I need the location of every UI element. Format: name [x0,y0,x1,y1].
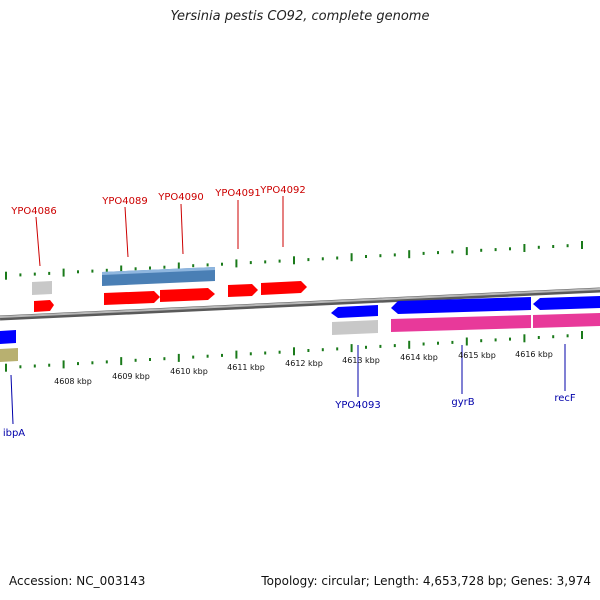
cds-bar-reverse-recf[interactable] [533,313,600,328]
gene-label-gyrb[interactable]: gyrB [451,397,474,408]
scale-label: 4609 kbp [112,372,150,381]
gene-label-ypo4089[interactable]: YPO4089 [101,196,147,207]
reverse-tick-track [5,331,583,372]
accession-text: Accession: NC_003143 [9,574,146,588]
leader-ibpa [10,374,14,425]
leader-ypo4090 [180,203,184,255]
summary-text: Topology: circular; Length: 4,653,728 bp… [261,574,591,588]
scale-label: 4615 kbp [458,351,496,360]
gene-arrow-ypo4092[interactable] [261,281,307,295]
leader-ypo4086 [35,216,41,267]
gene-label-ypo4086[interactable]: YPO4086 [10,206,56,217]
scale-label: 4611 kbp [227,363,265,372]
gene-arrow-ypo4090[interactable] [160,288,215,302]
cds-bar-reverse-gyrb[interactable] [391,315,531,332]
gene-label-ypo4093[interactable]: YPO4093 [334,400,380,411]
scale-label: 4610 kbp [170,367,208,376]
rna-feature-reverse[interactable] [0,348,18,362]
gene-label-recf[interactable]: recF [554,393,576,404]
gene-label-ypo4090[interactable]: YPO4090 [157,192,203,203]
map-title: Yersinia pestis CO92, complete genome [170,9,430,24]
forward-tick-track [5,241,583,280]
pseudo-gene-reverse[interactable] [332,320,378,335]
genome-backbone-highlight [0,288,600,318]
cds-bar-forward-shine [102,267,215,275]
scale-label: 4612 kbp [285,359,323,368]
scale-label: 4614 kbp [400,353,438,362]
gene-arrow-recf[interactable] [533,296,600,310]
scale-label: 4616 kbp [515,350,553,359]
gene-arrow-ypo4089[interactable] [104,291,160,305]
gene-label-ibpa[interactable]: ibpA [3,428,25,439]
gene-arrow-ibpa[interactable] [0,330,16,344]
gene-arrow-ypo4091[interactable] [228,284,258,297]
scale-label: 4613 kbp [342,356,380,365]
gene-arrow-gyrb[interactable] [391,297,531,314]
leader-ypo4089 [124,206,129,258]
pseudo-gene-forward[interactable] [32,281,52,295]
scale-label: 4608 kbp [54,377,92,386]
gene-label-ypo4092[interactable]: YPO4092 [259,185,305,196]
gene-label-ypo4091[interactable]: YPO4091 [214,188,260,199]
gene-arrow-ypo4093[interactable] [331,305,378,318]
gene-arrow-ypo4086[interactable] [34,300,54,312]
